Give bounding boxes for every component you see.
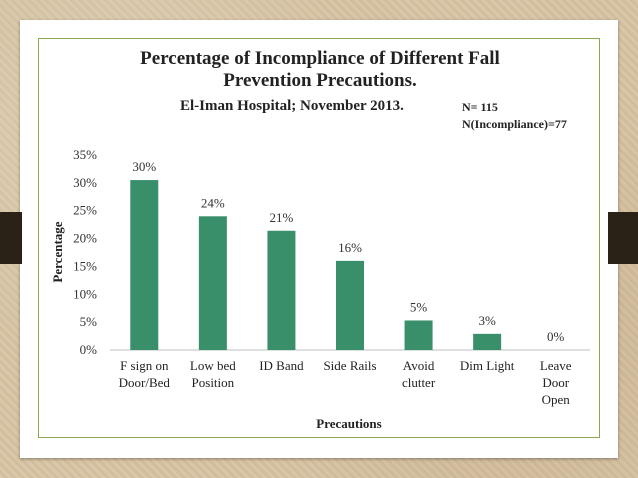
left-tab-decoration	[0, 212, 22, 264]
x-tick-label-line: F sign on	[120, 358, 169, 373]
x-tick-label: Avoid clutter	[402, 358, 436, 390]
x-tick-label: Dim Light	[460, 358, 515, 373]
x-tick-label-line: Avoid	[403, 358, 435, 373]
axis-layer: 0% 5% 10% 15% 20% 25% 30% 35%	[73, 147, 590, 357]
y-tick-label: 10%	[73, 286, 97, 301]
x-tick-label: Side Rails	[323, 358, 376, 373]
x-tick-label: F sign on Door/Bed	[119, 358, 171, 390]
bar	[130, 180, 159, 350]
x-tick-label-line: clutter	[402, 375, 436, 390]
chart-title-line-2: Prevention Precautions.	[223, 70, 417, 91]
x-tick-label-line: Dim Light	[460, 358, 515, 373]
slide-frame	[38, 38, 600, 438]
y-tick-label: 0%	[80, 342, 98, 357]
y-tick-label: 30%	[73, 175, 97, 190]
bar	[473, 333, 502, 350]
x-tick-label: ID Band	[259, 358, 304, 373]
x-tick-label-line: Open	[542, 392, 571, 407]
chart-title: Percentage of Incompliance of Different …	[60, 48, 580, 92]
x-tick-label-line: Side Rails	[323, 358, 376, 373]
bar	[404, 320, 433, 350]
bar-layer	[130, 180, 502, 350]
x-tick-label: Leave Door Open	[540, 358, 572, 407]
label-layer: 30% F sign on Door/Bed 24% Low bed Position 21…	[119, 159, 572, 407]
y-tick-label: 5%	[80, 314, 98, 329]
y-tick-label: 35%	[73, 147, 97, 162]
sample-size-incompliance: N(Incompliance)=77	[462, 117, 567, 131]
x-tick-label-line: Position	[192, 375, 235, 390]
bar	[267, 230, 296, 350]
right-tab-decoration	[608, 212, 638, 264]
data-label: 21%	[270, 210, 294, 225]
data-label: 5%	[410, 299, 428, 314]
x-tick-label-line: Leave	[540, 358, 572, 373]
data-label: 30%	[132, 159, 156, 174]
data-label: 16%	[338, 240, 362, 255]
bar	[198, 216, 227, 350]
data-label: 3%	[478, 313, 496, 328]
chart-subtitle: El-Iman Hospital; November 2013.	[180, 98, 404, 114]
x-tick-label: Low bed Position	[190, 358, 236, 390]
y-axis-title: Percentage	[50, 221, 65, 282]
x-tick-label-line: Low bed	[190, 358, 236, 373]
x-tick-label-line: ID Band	[259, 358, 304, 373]
sample-size-total: N= 115	[462, 100, 498, 114]
data-label: 0%	[547, 329, 565, 344]
chart-title-line-1: Percentage of Incompliance of Different …	[140, 48, 500, 69]
x-axis-title: Precautions	[316, 416, 381, 431]
x-tick-label-line: Door	[542, 375, 569, 390]
data-label: 24%	[201, 195, 225, 210]
bar	[336, 260, 364, 350]
y-tick-label: 25%	[73, 203, 97, 218]
x-tick-label-line: Door/Bed	[119, 375, 171, 390]
y-tick-label: 20%	[73, 231, 97, 246]
y-tick-label: 15%	[73, 258, 97, 273]
slide	[20, 20, 618, 458]
